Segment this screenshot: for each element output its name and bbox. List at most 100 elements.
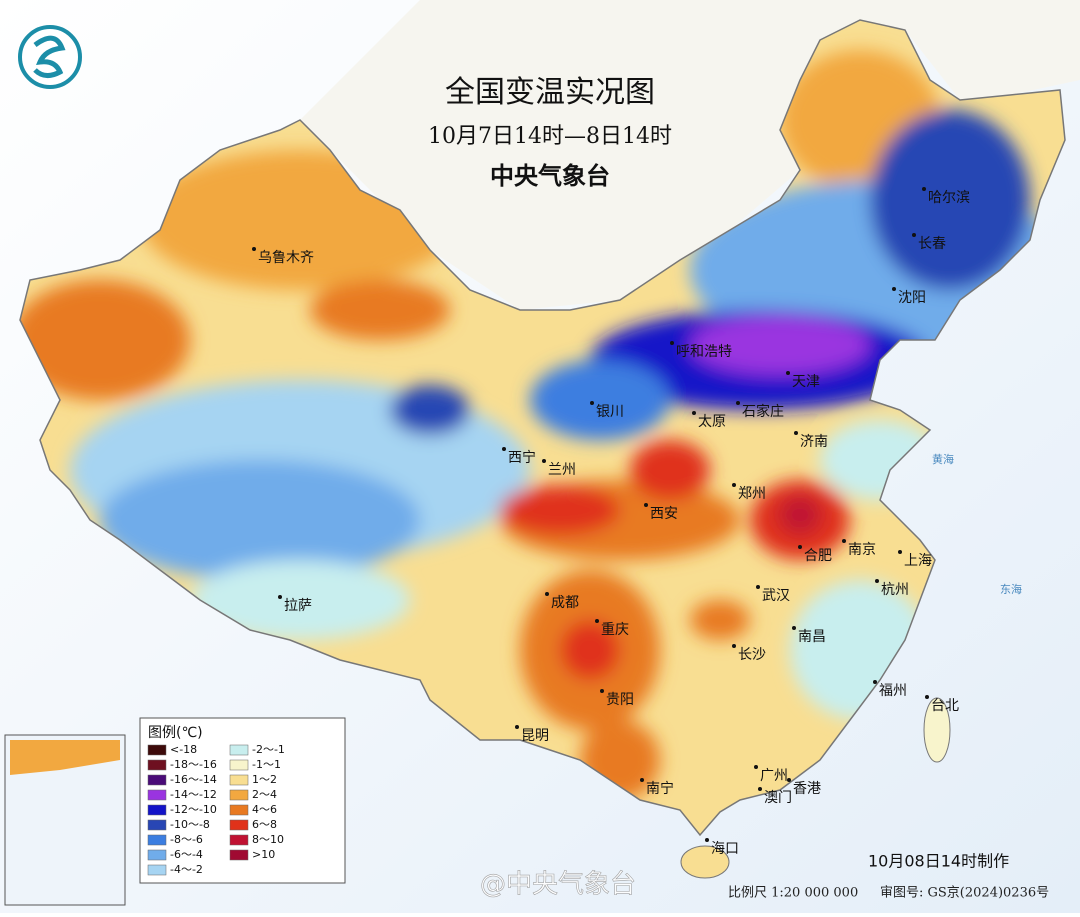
city-dot [278,595,282,599]
city-label: 银川 [596,404,624,420]
city-dot [515,725,519,729]
city-dot [873,680,877,684]
city-dot [842,539,846,543]
city-label: 济南 [800,434,828,450]
legend-swatch [229,759,249,771]
scale: 比例尺 1:20 000 000 [728,886,858,901]
city-dot [794,431,798,435]
legend-label: -12～-10 [170,803,217,816]
city-dot [922,187,926,191]
legend-swatch [147,774,167,786]
city-dot [736,401,740,405]
city-dot [590,401,594,405]
city-label: 石家庄 [742,403,784,420]
neighbor-land [300,0,1080,310]
city-label: 上海 [904,553,932,569]
city-dot [640,778,644,782]
legend-swatch [147,744,167,756]
city-label: 长沙 [738,647,766,663]
city-label: 台北 [931,698,959,714]
city-label: 天津 [792,374,820,390]
legend-swatch [147,789,167,801]
legend-label: 1～2 [252,773,277,786]
city-label: 兰州 [548,462,576,478]
subtitle: 10月7日14时—8日14时 [428,124,672,149]
city-dot [792,626,796,630]
inset-land [10,740,120,775]
city-label: 福州 [879,683,907,699]
city-label: 海口 [711,841,739,857]
legend-label: -6～-4 [170,848,203,861]
city-dot [798,545,802,549]
city-label: 成都 [551,595,579,611]
legend-label: >10 [252,848,275,861]
city-dot [670,341,674,345]
city-label: 拉萨 [284,598,312,614]
legend-label: -4～-2 [170,863,203,876]
city-dot [786,371,790,375]
city-dot [545,592,549,596]
city-label: 哈尔滨 [928,190,970,206]
legend-swatch [229,744,249,756]
city-label: 南宁 [646,780,674,797]
city-dot [732,644,736,648]
city-label: 杭州 [881,582,909,598]
city-label: 太原 [698,414,726,430]
legend-swatch [229,804,249,816]
city-label: 重庆 [601,622,629,638]
legend-swatch [229,789,249,801]
city-dot [925,695,929,699]
city-label: 长春 [918,236,946,252]
taiwan [923,697,951,763]
city-label: 合肥 [804,548,832,564]
city-label: 南昌 [798,629,826,645]
city-dot [912,233,916,237]
city-dot [542,459,546,463]
legend-swatch [147,759,167,771]
legend-swatch [229,834,249,846]
legend-label: 6～8 [252,818,277,831]
legend-label: <-18 [170,743,197,756]
city-label: 广州 [760,768,788,784]
logo-mark [33,35,66,78]
legend-title: 图例(℃) [148,725,203,741]
city-dot [692,411,696,415]
hainan [680,845,730,879]
city-dot [756,585,760,589]
city-label: 昆明 [521,728,549,744]
city-dot [758,787,762,791]
city-dot [787,778,791,782]
city-dot [732,483,736,487]
legend-swatch [229,774,249,786]
legend-label: -8～-6 [170,833,203,846]
city-dot [898,550,902,554]
city-label: 贵阳 [606,692,634,708]
city-label: 香港 [793,781,821,797]
city-dot [892,287,896,291]
city-dot [595,619,599,623]
legend-swatch [229,849,249,861]
legend-label: -2～-1 [252,743,285,756]
city-dot [600,689,604,693]
city-label: 西安 [650,506,678,522]
legend-label: -10～-8 [170,818,210,831]
sea-label: 黄海 [932,452,954,466]
watermark: @中央气象台 [480,870,636,900]
title: 全国变温实况图 [445,75,655,110]
legend-swatch [147,849,167,861]
city-dot [754,765,758,769]
legend-swatch [147,864,167,876]
legend-label: 8～10 [252,833,284,846]
city-label: 南京 [848,542,876,558]
city-label: 呼和浩特 [676,344,732,360]
legend-swatch [229,819,249,831]
approval: 审图号: GS京(2024)0236号 [880,886,1049,901]
legend-label: -14～-12 [170,788,217,801]
made-time: 10月08日14时制作 [868,852,1009,871]
legend-swatch [147,804,167,816]
city-dot [875,579,879,583]
legend-label: -16～-14 [170,773,217,786]
legend-label: -1～1 [252,758,281,771]
city-label: 西宁 [508,449,536,466]
